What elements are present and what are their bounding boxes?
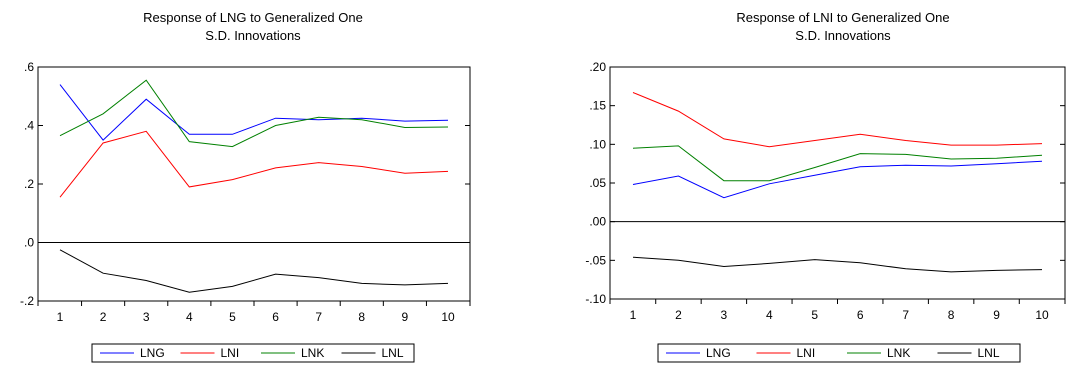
y-tick-label: .05 [589, 176, 606, 190]
x-tick-label: 6 [272, 310, 279, 324]
y-tick-label: -.05 [585, 253, 606, 267]
series-line-lnl [632, 256, 1043, 273]
y-tick-label: .15 [589, 99, 606, 113]
x-tick-label: 8 [358, 310, 365, 324]
series-line-lng [632, 160, 1043, 199]
x-tick-label: 1 [630, 308, 637, 322]
x-tick-label: 10 [441, 310, 455, 324]
series-line-lng [59, 84, 449, 141]
x-tick-label: 7 [902, 308, 909, 322]
chart-lng-response: Response of LNG to Generalized One S.D. … [20, 10, 471, 363]
legend-label-lnk: LNK [301, 346, 324, 360]
series-lines [632, 92, 1043, 273]
legend-box [657, 343, 1021, 363]
legend-label-lni: LNI [221, 346, 240, 360]
y-tick-label: .20 [589, 60, 606, 74]
y-ticks: -.10 -.05 .00 .05 .10 .15 .20 [585, 60, 1065, 306]
legend-label-lng: LNG [706, 346, 731, 360]
legend: LNG LNI LNK LNL [91, 343, 415, 363]
plot-frame [609, 66, 1066, 300]
series-line-lnk [632, 145, 1043, 182]
x-tick-label: 10 [1035, 308, 1049, 322]
legend-label-lng: LNG [140, 346, 165, 360]
series-line-lni [632, 92, 1043, 148]
series-line-lnk [59, 79, 449, 148]
plot-frame [37, 66, 471, 302]
x-tick-label: 8 [948, 308, 955, 322]
legend-label-lnl: LNL [382, 346, 404, 360]
x-tick-label: 9 [402, 310, 409, 324]
y-tick-label: -.2 [20, 294, 34, 308]
series-line-lnl [59, 249, 449, 293]
x-tick-label: 7 [315, 310, 322, 324]
y-tick-label: .10 [589, 137, 606, 151]
legend: LNG LNI LNK LNL [657, 343, 1021, 363]
x-tick-label: 6 [857, 308, 864, 322]
legend-label-lni: LNI [797, 346, 816, 360]
x-tick-label: 3 [721, 308, 728, 322]
x-tick-label: 9 [993, 308, 1000, 322]
y-tick-label: .2 [24, 177, 34, 191]
x-tick-label: 4 [766, 308, 773, 322]
x-tick-label: 3 [143, 310, 150, 324]
chart-title: Response of LNI to Generalized One [736, 10, 949, 25]
x-tick-label: 2 [675, 308, 682, 322]
chart-subtitle: S.D. Innovations [205, 28, 301, 43]
x-tick-label: 5 [811, 308, 818, 322]
chart-title: Response of LNG to Generalized One [143, 10, 363, 25]
chart-lni-response: Response of LNI to Generalized One S.D. … [585, 10, 1066, 363]
x-tick-label: 4 [186, 310, 193, 324]
y-tick-label: -.10 [585, 292, 606, 306]
y-tick-label: .00 [589, 215, 606, 229]
x-tick-label: 5 [229, 310, 236, 324]
y-tick-label: .6 [24, 60, 34, 74]
legend-label-lnk: LNK [887, 346, 910, 360]
series-lines [59, 79, 449, 293]
x-ticks: 1 2 3 4 5 6 7 8 9 10 [609, 299, 1066, 322]
x-tick-label: 2 [100, 310, 107, 324]
y-ticks: -.2 .0 .2 .4 .6 [20, 60, 470, 308]
y-tick-label: .4 [24, 119, 34, 133]
y-tick-label: .0 [24, 236, 34, 250]
chart-subtitle: S.D. Innovations [795, 28, 891, 43]
x-ticks: 1 2 3 4 5 6 7 8 9 10 [37, 301, 471, 324]
series-line-lni [59, 130, 449, 198]
x-tick-label: 1 [57, 310, 64, 324]
legend-box [91, 343, 415, 363]
legend-label-lnl: LNL [978, 346, 1000, 360]
